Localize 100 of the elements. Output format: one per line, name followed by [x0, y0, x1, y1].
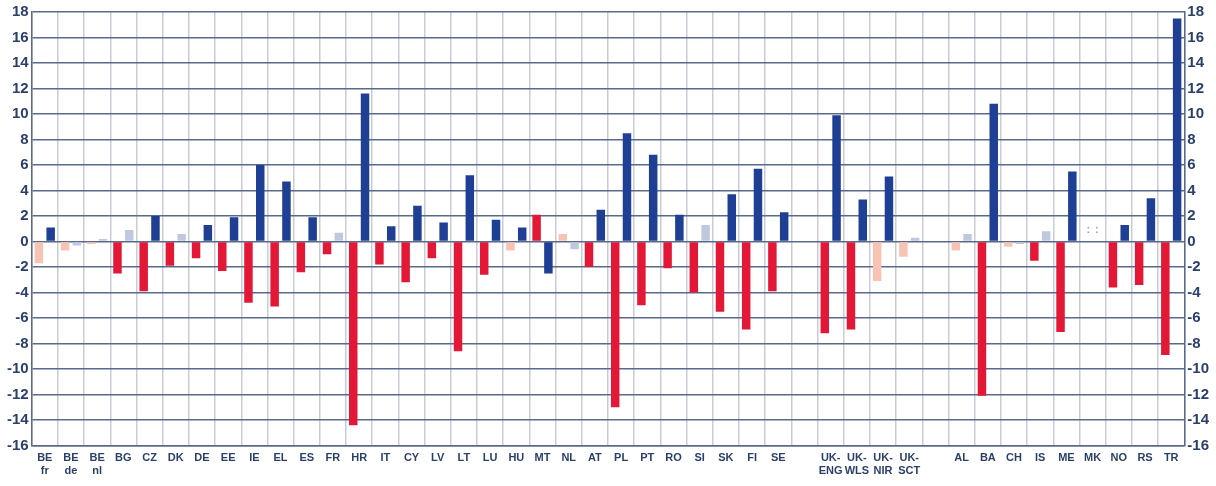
y-tick-label: 6 — [20, 155, 29, 173]
y-tick-label: -10 — [6, 359, 29, 377]
x-tick-label: IS — [1035, 451, 1046, 464]
bar — [349, 242, 358, 426]
y2-tick-label: 0 — [1187, 231, 1196, 249]
y2-tick-label: -2 — [1187, 257, 1201, 275]
x-tick-label: AL — [954, 451, 970, 464]
x-tick-label: AT — [587, 451, 603, 464]
bar — [139, 242, 148, 292]
y2-tick-label: -6 — [1187, 308, 1201, 326]
bar — [1146, 198, 1156, 241]
y-tick-label: -12 — [6, 384, 29, 402]
bar — [884, 176, 894, 241]
x-tick-label: PL — [614, 451, 629, 464]
x-tick-label: MK — [1084, 451, 1102, 464]
bar — [779, 212, 789, 241]
y-tick-label: -14 — [6, 410, 30, 428]
x-tick-label: SK — [718, 451, 734, 464]
y2-tick-label: -16 — [1187, 435, 1210, 453]
bar — [622, 133, 632, 241]
y2-tick-label: -4 — [1187, 282, 1202, 300]
y2-tick-label: -8 — [1187, 333, 1201, 351]
bar — [663, 242, 672, 269]
bar — [322, 242, 332, 255]
x-tick-label: BE fr — [37, 451, 53, 477]
bar — [768, 242, 777, 292]
bar — [427, 242, 437, 259]
bar — [491, 219, 501, 241]
bar — [858, 199, 867, 241]
bar — [899, 242, 908, 257]
y2-tick-label: 6 — [1187, 155, 1196, 173]
y2-tick-label: 2 — [1187, 206, 1196, 224]
bar — [701, 224, 710, 241]
bar — [229, 217, 239, 241]
bar — [963, 233, 972, 241]
bar — [753, 168, 763, 241]
bar — [360, 93, 370, 241]
bar — [34, 242, 44, 264]
bar — [872, 242, 882, 282]
bar — [637, 242, 646, 306]
bar — [308, 217, 317, 241]
bar — [1120, 224, 1129, 241]
y-tick-label: 4 — [20, 180, 30, 198]
y-tick-label: -16 — [6, 435, 29, 453]
bar — [741, 242, 751, 330]
bar — [386, 226, 396, 241]
bar — [532, 214, 541, 241]
x-tick-label: DK — [167, 451, 184, 464]
y2-tick-label: 14 — [1187, 53, 1205, 71]
x-tick-label: CY — [403, 451, 420, 464]
bar — [270, 242, 279, 307]
bar — [675, 214, 684, 241]
bar — [413, 205, 422, 241]
bar — [517, 227, 527, 241]
y-tick-label: 16 — [11, 27, 29, 45]
y2-tick-label: -10 — [1187, 359, 1210, 377]
x-tick-label: TR — [1163, 451, 1179, 464]
bar — [951, 242, 960, 251]
bar — [191, 242, 201, 259]
x-tick-label: HR — [351, 451, 368, 464]
y-tick-label: 10 — [11, 104, 29, 122]
bar — [151, 216, 160, 241]
bar — [113, 242, 122, 274]
y-tick-label: -2 — [15, 257, 29, 275]
bar — [125, 230, 134, 241]
y-tick-label: 8 — [20, 129, 29, 147]
bar — [506, 242, 515, 251]
x-tick-label: LU — [482, 451, 498, 464]
text: : — [1095, 223, 1099, 236]
bar — [439, 222, 448, 241]
bar — [544, 242, 553, 274]
bar — [846, 242, 856, 330]
bar — [334, 232, 344, 241]
bar — [375, 242, 384, 265]
bar — [832, 115, 841, 241]
x-tick-label: UK- NIR — [873, 451, 894, 477]
bar — [296, 242, 306, 273]
bar — [72, 242, 82, 246]
bar — [256, 165, 265, 241]
x-tick-label: BE nl — [89, 451, 105, 477]
bar — [218, 242, 227, 271]
y2-tick-label: 12 — [1187, 78, 1205, 96]
x-tick-label: SI — [694, 451, 705, 464]
bar — [715, 242, 725, 312]
x-tick-label: RS — [1137, 451, 1153, 464]
bar — [584, 242, 594, 268]
bar — [46, 227, 55, 241]
x-tick-label: IE — [249, 451, 260, 464]
y-tick-label: 0 — [20, 231, 29, 249]
x-tick-label: UK- ENG — [818, 451, 843, 477]
bar — [596, 209, 606, 241]
bar — [1041, 231, 1051, 241]
x-tick-label: BG — [115, 451, 132, 464]
x-tick-label: ME — [1058, 451, 1075, 464]
bar — [1056, 242, 1065, 333]
x-tick-label: EE — [220, 451, 236, 464]
bar — [820, 242, 830, 334]
x-tick-label: MT — [534, 451, 551, 464]
bar — [465, 175, 475, 241]
x-tick-label: BE de — [63, 451, 79, 477]
